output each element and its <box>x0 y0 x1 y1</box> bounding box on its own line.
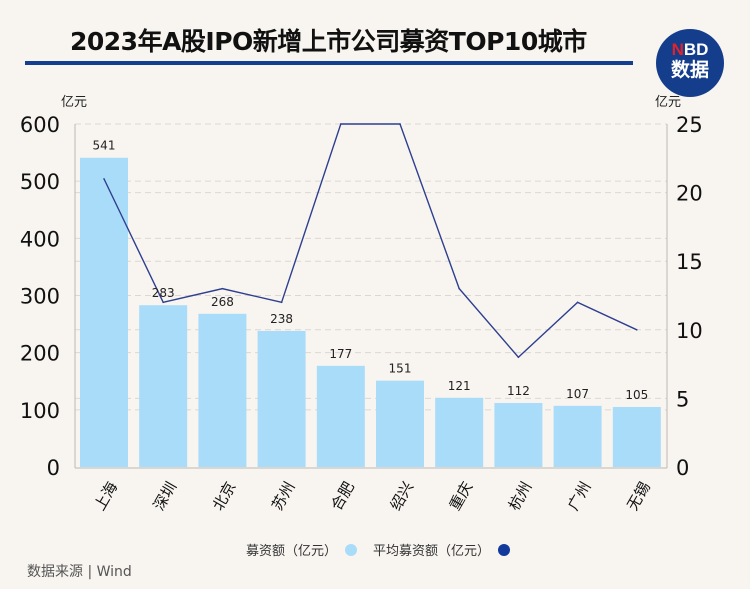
bar-value-label: 112 <box>507 384 530 398</box>
x-tick-label: 重庆 <box>446 479 477 514</box>
bar-value-label: 105 <box>625 388 648 402</box>
x-tick-label: 合肥 <box>327 479 358 514</box>
x-tick-label: 上海 <box>91 479 122 514</box>
right-tick-label: 5 <box>676 387 689 411</box>
x-tick-label: 杭州 <box>505 479 536 514</box>
right-tick-label: 0 <box>676 456 689 480</box>
nbd-logo: NBD 数据 <box>656 29 724 97</box>
line-point <box>162 301 164 304</box>
logo-n: N <box>671 40 684 59</box>
x-tick-label: 苏州 <box>268 479 299 514</box>
bar <box>376 380 424 467</box>
x-tick-label: 深圳 <box>150 479 181 514</box>
legend-dot-bar <box>345 543 358 556</box>
bars <box>80 157 661 467</box>
left-axis-unit: 亿元 <box>61 95 87 110</box>
line-point <box>517 356 520 359</box>
left-tick-label: 0 <box>47 456 60 480</box>
bar <box>612 406 661 467</box>
bar <box>494 402 543 467</box>
line-point <box>576 301 579 304</box>
bar <box>316 365 365 467</box>
bar-value-label: 121 <box>448 379 471 393</box>
legend-dot-line <box>498 543 511 556</box>
bar-value-label: 177 <box>329 347 352 361</box>
left-tick-label: 400 <box>20 227 60 251</box>
bar <box>435 397 484 467</box>
line-point <box>340 123 342 125</box>
chart-title: 2023年A股IPO新增上市公司募资TOP10城市 <box>70 27 587 56</box>
x-tick-label: 广州 <box>564 479 595 514</box>
bar <box>257 330 306 467</box>
x-tick-label: 绍兴 <box>387 479 418 514</box>
line-point <box>103 178 105 180</box>
x-tick-label: 无锡 <box>623 479 654 514</box>
bar-value-label: 151 <box>389 362 412 376</box>
line-point <box>221 287 224 290</box>
bar <box>80 157 128 467</box>
right-tick-label: 15 <box>676 250 703 274</box>
bar <box>198 313 247 467</box>
line-point <box>280 301 283 304</box>
bar <box>139 305 188 467</box>
axes <box>74 124 668 469</box>
legend-label-line: 平均募资额（亿元） <box>373 544 491 559</box>
legend: 募资额（亿元） 平均募资额（亿元） <box>246 540 511 559</box>
left-tick-label: 600 <box>20 113 60 137</box>
left-tick-label: 100 <box>20 399 60 423</box>
left-tick-label: 200 <box>20 342 60 366</box>
line-point <box>399 123 401 125</box>
bar-value-label: 541 <box>93 139 116 153</box>
bar-value-label: 238 <box>270 312 293 326</box>
logo-data: 数据 <box>670 60 709 81</box>
bar-value-label: 268 <box>211 295 234 309</box>
line-series <box>103 123 638 359</box>
right-tick-label: 20 <box>676 182 703 206</box>
left-tick-label: 300 <box>20 285 60 309</box>
title-divider <box>25 61 633 65</box>
legend-label-bar: 募资额（亿元） <box>246 544 338 559</box>
right-axis-unit: 亿元 <box>655 95 681 110</box>
right-tick-label: 25 <box>676 113 703 137</box>
right-tick-label: 10 <box>676 319 703 343</box>
x-tick-label: 北京 <box>209 479 240 514</box>
logo-bd: BD <box>683 40 709 59</box>
source-note: 数据来源 | Wind <box>27 564 132 580</box>
line-point <box>458 287 461 290</box>
bar <box>553 405 602 467</box>
avg-line <box>103 123 638 359</box>
bar-value-label: 283 <box>152 286 175 300</box>
line-point <box>636 329 638 331</box>
bar-value-label: 107 <box>566 387 589 401</box>
left-tick-label: 500 <box>20 170 60 194</box>
